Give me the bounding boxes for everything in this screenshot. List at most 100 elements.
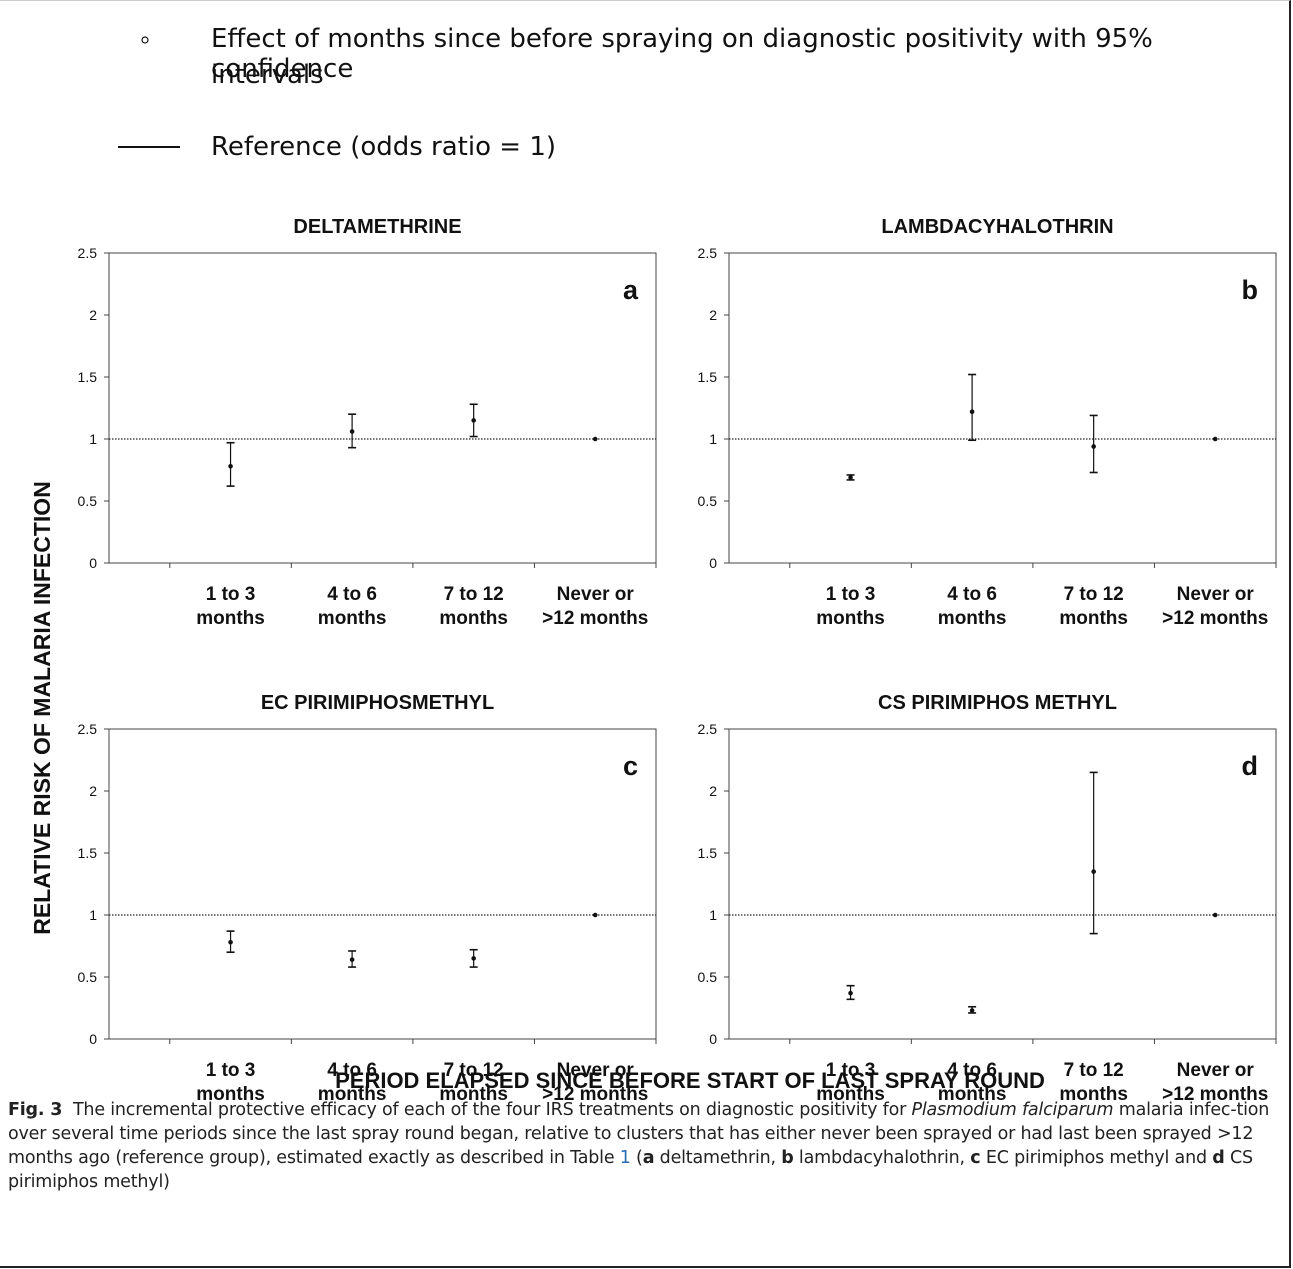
x-category-label: months [439, 1084, 508, 1100]
y-tick-label: 1 [89, 907, 97, 923]
panel-title: DELTAMETHRINE [293, 216, 461, 238]
x-category-label: months [816, 1084, 885, 1100]
data-point [228, 939, 233, 945]
caption-text-c: EC pirimiphos methyl and [980, 1148, 1213, 1168]
y-tick-label: 1 [709, 907, 717, 923]
chart-panel-d: CS PIRIMIPHOS METHYL d 0 0.5 1 1.5 2 2.5 1 to 3 m… [698, 692, 1277, 1100]
plot-area [728, 728, 1277, 1040]
y-tick-label: 0.5 [78, 493, 98, 509]
x-category-label: >12 months [1162, 1084, 1268, 1100]
y-tick-label: 2.5 [78, 245, 98, 261]
data-point [592, 912, 598, 918]
x-category-label: months [816, 608, 885, 629]
data-point [228, 463, 233, 469]
x-category-label: >12 months [1162, 608, 1268, 629]
legend-point-label-line1: Effect of months since before spraying o… [211, 24, 1153, 84]
data-point [848, 475, 853, 480]
data-point [969, 409, 975, 415]
caption-text-1: The incremental protective efficacy of e… [72, 1100, 912, 1120]
y-tick-label: 1 [89, 431, 97, 447]
caption-table-link[interactable]: 1 [619, 1148, 631, 1168]
panel-title: CS PIRIMIPHOS METHYL [878, 692, 1117, 714]
y-tick-label: 0.5 [698, 969, 718, 985]
chart-area: RELATIVE RISK OF MALARIA INFECTION PERIO… [29, 216, 1277, 1100]
y-tick-label: 1.5 [698, 845, 718, 861]
plot-area [728, 252, 1277, 564]
caption-text-3: ( [630, 1148, 643, 1168]
data-point [592, 436, 598, 442]
caption-letter-c: c [970, 1148, 981, 1168]
y-tick-label: 1 [709, 431, 717, 447]
panel-letter: d [1242, 751, 1259, 781]
x-category-label: months [938, 608, 1007, 629]
panel-letter: c [623, 751, 638, 781]
legend-reference-label: Reference (odds ratio = 1) [211, 132, 557, 162]
x-category-label: 4 to 6 [327, 1060, 377, 1081]
data-point [1091, 444, 1096, 449]
x-category-label: 1 to 3 [826, 1060, 876, 1081]
y-tick-label: 2.5 [698, 721, 718, 737]
y-tick-label: 0 [709, 1031, 717, 1047]
panel-letter: a [623, 275, 639, 305]
x-category-label: 1 to 3 [206, 1060, 256, 1081]
y-tick-label: 1.5 [698, 369, 718, 385]
y-tick-label: 2 [89, 307, 97, 323]
plot-area [108, 728, 657, 1040]
x-category-label: months [196, 1084, 265, 1100]
x-category-label: 4 to 6 [947, 584, 997, 605]
data-point [848, 990, 853, 996]
y-tick-label: 1.5 [78, 845, 98, 861]
x-category-label: months [938, 1084, 1007, 1100]
x-category-label: months [196, 608, 265, 629]
data-point [471, 956, 476, 961]
x-category-label: >12 months [542, 1084, 648, 1100]
x-category-label: 7 to 12 [1064, 584, 1124, 605]
caption-letter-b: b [781, 1148, 794, 1168]
caption-text-d: CS pirimiphos methyl) [8, 1148, 1253, 1192]
panel-title: EC PIRIMIPHOSMETHYL [261, 692, 494, 714]
y-tick-label: 1.5 [78, 369, 98, 385]
data-point [471, 418, 476, 423]
data-point [1212, 436, 1218, 442]
x-category-label: 1 to 3 [826, 584, 876, 605]
y-tick-label: 0.5 [698, 493, 718, 509]
chart-panel-a: DELTAMETHRINE a 0 0.5 1 1.5 2 2.5 1 to 3 months 4 … [78, 216, 657, 629]
x-category-label: Never or [557, 584, 635, 605]
panel-letter: b [1242, 275, 1259, 305]
y-tick-label: 0 [89, 555, 97, 571]
x-category-label: 4 to 6 [327, 584, 377, 605]
panel-title: LAMBDACYHALOTHRIN [881, 216, 1113, 238]
y-tick-label: 0 [89, 1031, 97, 1047]
y-tick-label: 2 [709, 307, 717, 323]
legend-point-label-line2: intervals [211, 60, 324, 90]
y-tick-label: 0 [709, 555, 717, 571]
caption-letter-d: d [1212, 1148, 1225, 1168]
x-category-label: Never or [1177, 584, 1255, 605]
figure-caption: Fig. 3 The incremental protective effica… [8, 1098, 1283, 1194]
data-point [1091, 869, 1096, 874]
x-category-label: 1 to 3 [206, 584, 256, 605]
x-category-label: Never or [1177, 1060, 1255, 1081]
y-axis-label: RELATIVE RISK OF MALARIA INFECTION [29, 481, 55, 935]
x-category-label: 4 to 6 [947, 1060, 997, 1081]
x-category-label: months [318, 1084, 387, 1100]
y-tick-label: 2 [89, 783, 97, 799]
caption-species: Plasmodium falciparum [911, 1100, 1114, 1120]
point-marker-icon [141, 36, 149, 44]
caption-fig-label: Fig. 3 [8, 1100, 63, 1120]
x-category-label: 7 to 12 [1064, 1060, 1124, 1081]
caption-letter-a: a [642, 1148, 655, 1168]
plot-area [108, 252, 657, 564]
x-category-label: 7 to 12 [444, 584, 504, 605]
x-category-label: months [1059, 608, 1128, 629]
x-category-label: months [1059, 1084, 1128, 1100]
reference-line-icon [118, 146, 180, 148]
data-point [349, 429, 355, 434]
x-category-label: months [439, 608, 508, 629]
x-category-label: Never or [557, 1060, 635, 1081]
x-category-label: 7 to 12 [444, 1060, 504, 1081]
x-axis-label: PERIOD ELAPSED SINCE BEFORE START OF LAS… [335, 1068, 1045, 1093]
x-category-label: months [318, 608, 387, 629]
x-category-label: >12 months [542, 608, 648, 629]
